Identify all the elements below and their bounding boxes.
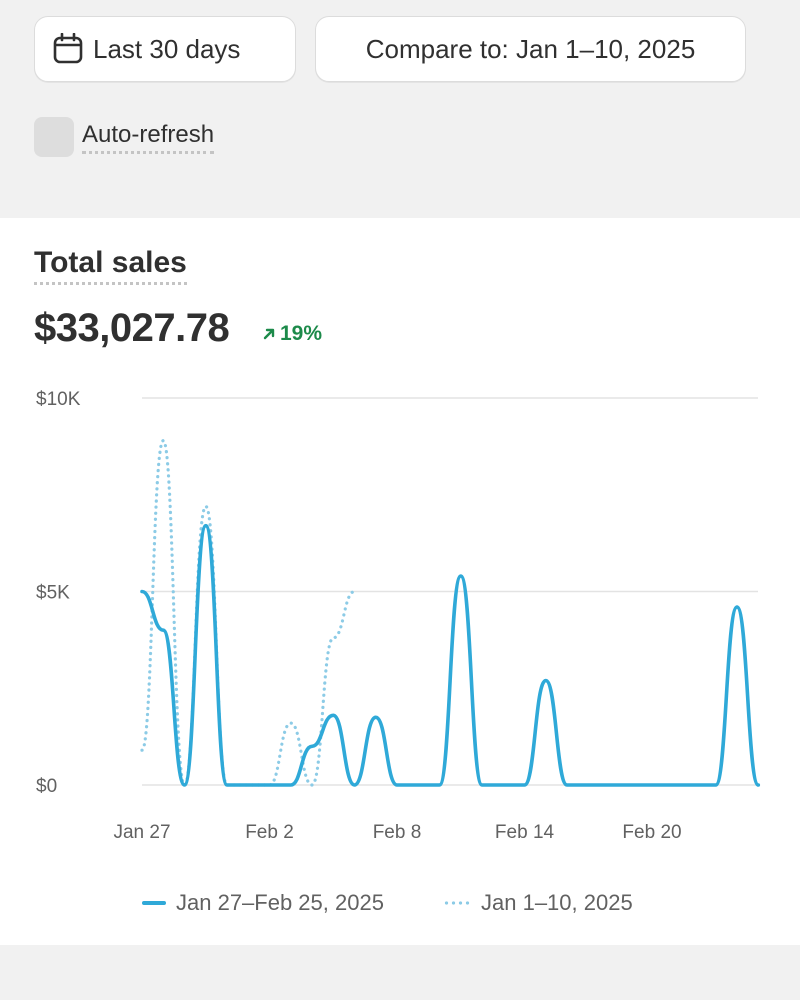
x-tick-label: Feb 14: [495, 822, 555, 843]
total-sales-value: $33,027.78: [34, 306, 230, 350]
bottom-strip: [0, 945, 800, 1000]
x-tick-label: Feb 2: [245, 822, 294, 843]
delta-badge: 19%: [262, 322, 322, 346]
total-sales-chart: $10K $5K $0 Jan 27 Feb 2 Feb 8 Feb 14 Feb 20: [36, 389, 761, 843]
total-sales-card: Total sales $33,027.78 19% $10K $5K $0 Jan …: [0, 218, 800, 945]
legend-item-previous[interactable]: Jan 1–10, 2025: [443, 890, 633, 916]
series-line-current: [140, 523, 761, 787]
date-range-label: Last 30 days: [93, 33, 241, 64]
x-tick-label: Feb 20: [622, 822, 681, 843]
y-tick-label: $0: [36, 776, 57, 797]
x-tick-label: Feb 8: [373, 822, 422, 843]
calendar-icon: [53, 32, 83, 66]
series-line-previous: [140, 438, 357, 787]
y-tick-label: $5K: [36, 583, 70, 604]
arrow-up-right-icon: [262, 327, 276, 341]
legend-swatch-solid: [142, 901, 166, 905]
auto-refresh-checkbox[interactable]: [34, 117, 74, 157]
legend-label-current: Jan 27–Feb 25, 2025: [176, 890, 384, 915]
compare-label: Compare to: Jan 1–10, 2025: [365, 33, 696, 64]
legend-swatch-dotted: [443, 901, 471, 905]
legend-label-previous: Jan 1–10, 2025: [481, 890, 633, 915]
card-title[interactable]: Total sales: [34, 246, 187, 285]
x-tick-label: Jan 27: [113, 822, 170, 843]
y-tick-label: $10K: [36, 389, 81, 410]
auto-refresh: Auto-refresh: [34, 117, 215, 157]
delta-value: 19%: [280, 322, 323, 345]
auto-refresh-label[interactable]: Auto-refresh: [82, 121, 215, 154]
toolbar: Last 30 days Compare to: Jan 1–10, 2025 …: [0, 0, 800, 218]
legend-item-current[interactable]: Jan 27–Feb 25, 2025: [142, 890, 384, 916]
compare-button[interactable]: Compare to: Jan 1–10, 2025: [315, 16, 746, 82]
date-range-button[interactable]: Last 30 days: [34, 16, 296, 82]
